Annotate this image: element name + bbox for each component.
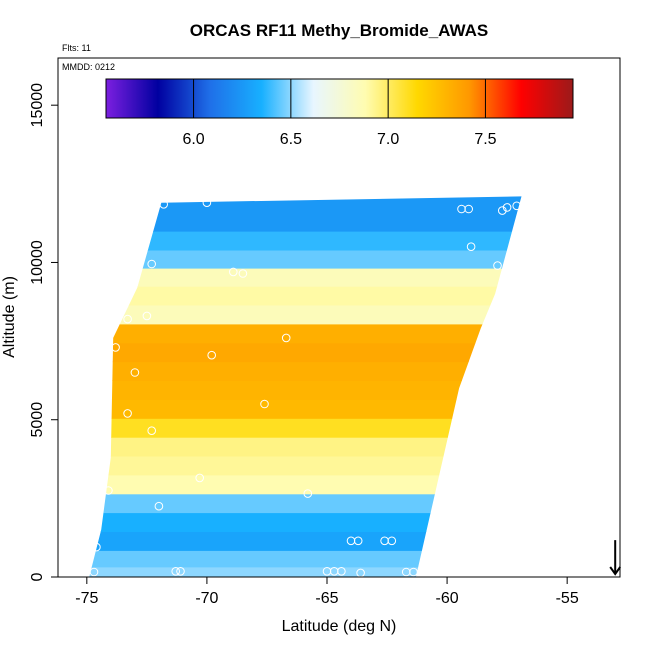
sample-point <box>502 203 512 212</box>
sample-point <box>154 501 164 511</box>
sample-point <box>229 267 238 277</box>
y-tick-label: 0 <box>29 572 46 581</box>
heatmap-layer <box>89 249 522 269</box>
heatmap-layer <box>89 512 522 532</box>
sample-point <box>464 204 474 214</box>
heatmap-layer <box>89 342 522 363</box>
sample-point <box>111 343 120 352</box>
x-tick-label: -55 <box>556 590 579 607</box>
sample-point <box>238 269 248 278</box>
heatmap-layer <box>89 455 522 476</box>
heatmap-layer <box>89 323 522 344</box>
colorbar-tick-label: 6.0 <box>182 131 204 148</box>
y-tick-label: 10000 <box>29 240 46 285</box>
heatmap-layer <box>89 531 522 551</box>
sample-points <box>89 198 522 578</box>
heatmap-layer <box>89 566 522 577</box>
sample-point <box>171 567 180 576</box>
heatmap-layer <box>89 474 522 495</box>
heatmap-field <box>89 196 522 577</box>
y-tick-label: 15000 <box>29 83 46 128</box>
sample-point <box>142 311 152 321</box>
x-axis-label: Latitude (deg N) <box>282 618 397 635</box>
heatmap-layer <box>89 399 522 419</box>
sample-point <box>147 259 156 269</box>
marker-head <box>609 566 622 576</box>
sample-point <box>512 201 522 211</box>
heatmap-layer <box>89 231 522 251</box>
sample-point <box>303 489 313 498</box>
heatmap-layer <box>89 196 522 232</box>
heatmap-layer <box>89 286 522 306</box>
chart-title: ORCAS RF11 Methy_Bromide_AWAS <box>190 21 489 40</box>
date-annotation: MMDD: 0212 <box>62 62 115 72</box>
sample-point <box>104 486 113 495</box>
sample-point <box>89 567 99 577</box>
flights-annotation: Flts: 11 <box>62 43 91 53</box>
heatmap-layer <box>89 361 522 381</box>
sample-point <box>176 567 185 576</box>
sample-point <box>202 198 212 207</box>
y-axis: 0 5000 10000 15000 <box>29 83 59 581</box>
sample-point <box>123 409 132 418</box>
y-axis-label: Altitude (m) <box>1 276 18 358</box>
sample-point <box>207 350 216 360</box>
heatmap-layer <box>89 493 522 514</box>
colorbar-tick-label: 7.0 <box>377 131 399 148</box>
sample-point <box>337 567 346 576</box>
x-tick-label: -75 <box>75 590 98 607</box>
heatmap-layer <box>89 437 522 457</box>
heatmap-layer <box>89 380 522 400</box>
colorbar: 6.0 6.5 7.0 7.5 <box>105 78 574 148</box>
sample-point <box>159 200 168 209</box>
sample-point <box>281 333 291 343</box>
sample-point <box>409 567 418 577</box>
colorbar-scale <box>105 78 574 119</box>
heatmap-layer <box>89 268 522 287</box>
sample-point <box>353 536 363 546</box>
sample-point <box>130 368 140 377</box>
x-tick-label: -60 <box>436 590 459 607</box>
x-axis: -75 -70 -65 -60 -55 <box>75 576 579 607</box>
colorbar-tick-label: 7.5 <box>474 131 496 148</box>
sample-point <box>147 426 156 436</box>
x-tick-label: -70 <box>195 590 218 607</box>
heatmap-layer <box>89 418 522 438</box>
sample-point <box>123 314 132 324</box>
sample-point <box>387 536 397 546</box>
sample-point <box>493 261 502 270</box>
sample-point <box>92 542 101 552</box>
colorbar-tick-label: 6.5 <box>280 131 302 148</box>
down-arrow-icon <box>609 540 622 576</box>
y-tick-label: 5000 <box>29 402 46 438</box>
sample-point <box>466 242 476 251</box>
heatmap-layer <box>89 550 522 568</box>
sample-point <box>195 473 204 483</box>
x-tick-label: -65 <box>315 590 338 607</box>
sample-point <box>260 399 269 409</box>
heatmap-layer <box>89 304 522 325</box>
sample-point <box>498 206 507 215</box>
